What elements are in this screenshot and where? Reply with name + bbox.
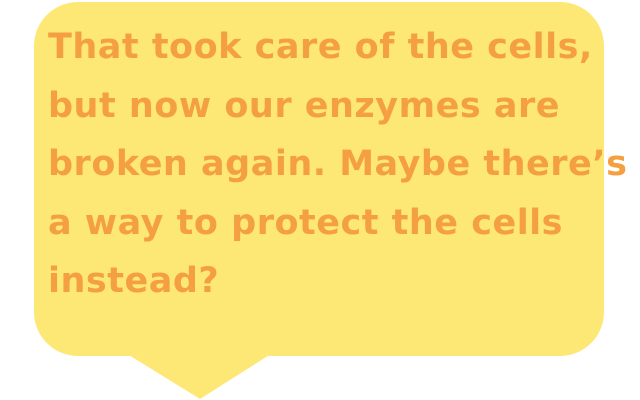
dialog-line: but now our enzymes are (48, 85, 560, 126)
dialog-line: a way to protect the cells (48, 202, 564, 243)
speech-bubble-tail-shape (124, 352, 274, 399)
dialog-line: instead? (48, 261, 220, 301)
dialog-line: That took care of the cells, (48, 27, 593, 67)
dialog-text: That took care of the cells, but now our… (48, 18, 628, 311)
dialog-line: broken again. Maybe there’s (48, 144, 628, 184)
speech-bubble (34, 2, 604, 356)
